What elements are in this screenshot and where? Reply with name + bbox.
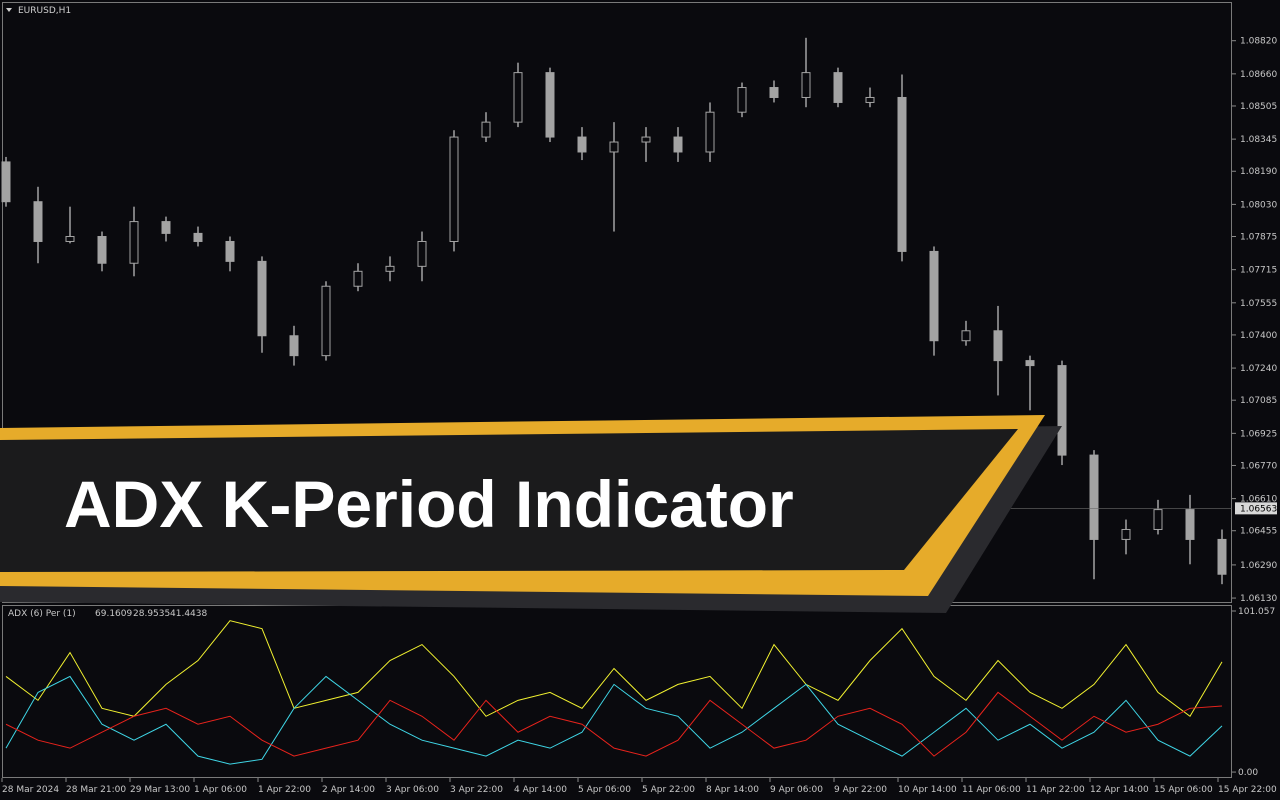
candle-body — [929, 250, 939, 342]
y-tick-label: 1.07715 — [1240, 266, 1277, 276]
candle-body — [961, 330, 971, 342]
candle-body — [161, 221, 171, 234]
x-tick-label: 1 Apr 22:00 — [258, 785, 311, 795]
y-tick-label: 1.06770 — [1240, 461, 1277, 471]
x-tick-label: 15 Apr 22:00 — [1218, 785, 1277, 795]
candle-body — [1025, 360, 1035, 367]
x-tick-label: 15 Apr 06:00 — [1154, 785, 1213, 795]
candle-body — [833, 72, 843, 103]
candle-body — [257, 260, 267, 337]
x-tick-label: 10 Apr 14:00 — [898, 785, 957, 795]
y-tick-label: 1.08190 — [1240, 167, 1277, 177]
x-tick-label: 11 Apr 06:00 — [962, 785, 1021, 795]
candle-body — [513, 72, 523, 123]
x-tick-label: 9 Apr 06:00 — [770, 785, 823, 795]
candle-body — [673, 136, 683, 153]
candle-body — [385, 265, 395, 272]
y-tick-label: 1.07085 — [1240, 396, 1277, 406]
x-tick-label: 9 Apr 22:00 — [834, 785, 887, 795]
y-tick-label: 1.07555 — [1240, 299, 1277, 309]
current-price-label: 1.06563 — [1240, 504, 1277, 514]
indicator-label: ADX (6) Per (1) — [8, 609, 76, 619]
candle-body — [97, 236, 107, 264]
candle-body — [865, 96, 875, 103]
x-tick-label: 28 Mar 2024 — [2, 785, 59, 795]
y-tick-label: 1.06925 — [1240, 429, 1277, 439]
symbol-label: EURUSD,H1 — [18, 6, 71, 16]
candle-body — [289, 335, 299, 357]
x-tick-label: 2 Apr 14:00 — [322, 785, 375, 795]
indicator-line — [5, 620, 1223, 718]
banner: ADX K-Period Indicator — [0, 415, 1062, 613]
x-tick-label: 4 Apr 14:00 — [514, 785, 567, 795]
y-tick-label: 1.06290 — [1240, 561, 1277, 571]
indicator-line — [5, 675, 1223, 765]
candle-body — [641, 136, 651, 143]
indicator-value: 69.1609 — [95, 609, 132, 619]
y-tick-label: 1.06130 — [1240, 594, 1277, 604]
x-tick-label: 11 Apr 22:00 — [1026, 785, 1085, 795]
candle-body — [449, 136, 459, 242]
candle-body — [193, 232, 203, 242]
candle-body — [481, 121, 491, 138]
y-tick-label: 1.08660 — [1240, 70, 1277, 80]
candle-body — [1185, 509, 1195, 540]
candle-body — [1121, 528, 1131, 540]
candle-body — [1057, 365, 1067, 456]
x-tick-label: 28 Mar 21:00 — [66, 785, 126, 795]
candle-body — [737, 87, 747, 113]
y-tick-label: 1.08820 — [1240, 37, 1277, 47]
x-tick-label: 1 Apr 06:00 — [194, 785, 247, 795]
y-tick-label: 101.057 — [1238, 607, 1275, 617]
candle-body — [225, 240, 235, 262]
current-price-box — [1235, 502, 1277, 515]
candle-body — [609, 141, 619, 153]
x-tick-label: 5 Apr 22:00 — [642, 785, 695, 795]
banner-title: ADX K-Period Indicator — [64, 467, 794, 541]
candle-body — [353, 270, 363, 287]
candle-body — [1, 161, 11, 203]
candle-body — [1089, 454, 1099, 540]
y-tick-label: 0.00 — [1238, 768, 1258, 778]
y-tick-label: 1.06455 — [1240, 527, 1277, 537]
y-tick-label: 1.08505 — [1240, 102, 1277, 112]
x-tick-label: 5 Apr 06:00 — [578, 785, 631, 795]
candle-body — [897, 96, 907, 252]
y-tick-label: 1.06610 — [1240, 495, 1277, 505]
candle-body — [577, 136, 587, 153]
x-tick-label: 3 Apr 06:00 — [386, 785, 439, 795]
indicator-value: 28.9535 — [133, 609, 170, 619]
candle-body — [65, 236, 75, 242]
x-tick-label: 12 Apr 14:00 — [1090, 785, 1149, 795]
candle-body — [769, 87, 779, 98]
y-tick-label: 1.08345 — [1240, 135, 1277, 145]
x-tick-label: 8 Apr 14:00 — [706, 785, 759, 795]
dropdown-icon[interactable] — [6, 8, 12, 12]
candle-body — [801, 72, 811, 98]
candle-body — [417, 240, 427, 267]
candle-body — [993, 330, 1003, 362]
banner-fill — [0, 429, 1018, 572]
indicator-value: 41.4438 — [170, 609, 207, 619]
y-tick-label: 1.07400 — [1240, 331, 1277, 341]
x-tick-label: 3 Apr 22:00 — [450, 785, 503, 795]
candle-body — [1153, 509, 1163, 530]
indicator-line — [5, 691, 1223, 757]
candle-body — [545, 72, 555, 138]
candle-body — [129, 221, 139, 264]
candle-body — [321, 285, 331, 357]
y-tick-label: 1.07240 — [1240, 364, 1277, 374]
y-tick-label: 1.07875 — [1240, 233, 1277, 243]
candle-body — [705, 111, 715, 153]
candle-body — [1217, 538, 1227, 575]
y-tick-label: 1.08030 — [1240, 200, 1277, 210]
x-tick-label: 29 Mar 13:00 — [130, 785, 190, 795]
candle-body — [33, 201, 43, 242]
